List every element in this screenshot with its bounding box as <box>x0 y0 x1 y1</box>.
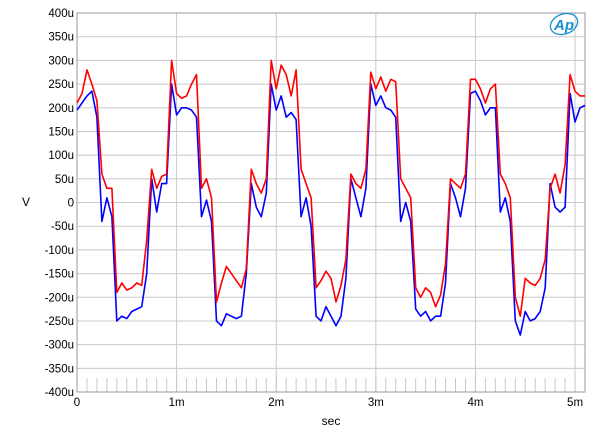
y-tick-label: -200u <box>45 292 74 304</box>
series-line-1 <box>76 83 586 336</box>
y-tick-label: -400u <box>45 387 74 399</box>
y-axis-label: V <box>22 195 30 209</box>
y-tick-label: 150u <box>48 126 74 138</box>
y-tick-label: 200u <box>48 103 74 115</box>
y-tick-label: -300u <box>45 340 74 352</box>
y-tick-label: 100u <box>48 150 74 162</box>
plot-frame <box>76 12 586 393</box>
x-tick-label: 0 <box>74 397 80 409</box>
y-tick-label: 350u <box>48 32 74 44</box>
x-tick-label: 5m <box>567 397 583 409</box>
x-tick-label: 3m <box>368 397 384 409</box>
series-layer <box>76 59 586 336</box>
y-tick-label: 250u <box>48 79 74 91</box>
y-tick-label: -150u <box>45 269 74 281</box>
ap-logo: Ap <box>549 12 579 36</box>
x-tick-label: 2m <box>268 397 284 409</box>
x-tick-label: 1m <box>169 397 185 409</box>
y-tick-label: -50u <box>51 221 74 233</box>
x-axis-label: sec <box>322 414 341 428</box>
y-tick-label: -350u <box>45 363 74 375</box>
y-tick-label: -100u <box>45 245 74 257</box>
y-tick-label: 0 <box>68 198 74 210</box>
chart-grid <box>76 12 585 393</box>
y-tick-label: -250u <box>45 316 74 328</box>
y-tick-label: 400u <box>48 8 74 20</box>
y-tick-label: 300u <box>48 55 74 67</box>
x-tick-label: 4m <box>467 397 483 409</box>
x-tick-labels: 0 1m 2m 3m 4m 5m <box>74 397 583 409</box>
y-tick-label: 50u <box>55 174 74 186</box>
y-tick-labels: 400u 350u 300u 250u 200u 150u 100u 50u 0 -50u -100… <box>45 8 74 399</box>
x-minor-ticks <box>76 378 586 392</box>
svg-text:Ap: Ap <box>553 17 574 34</box>
series-line-2 <box>76 59 585 318</box>
